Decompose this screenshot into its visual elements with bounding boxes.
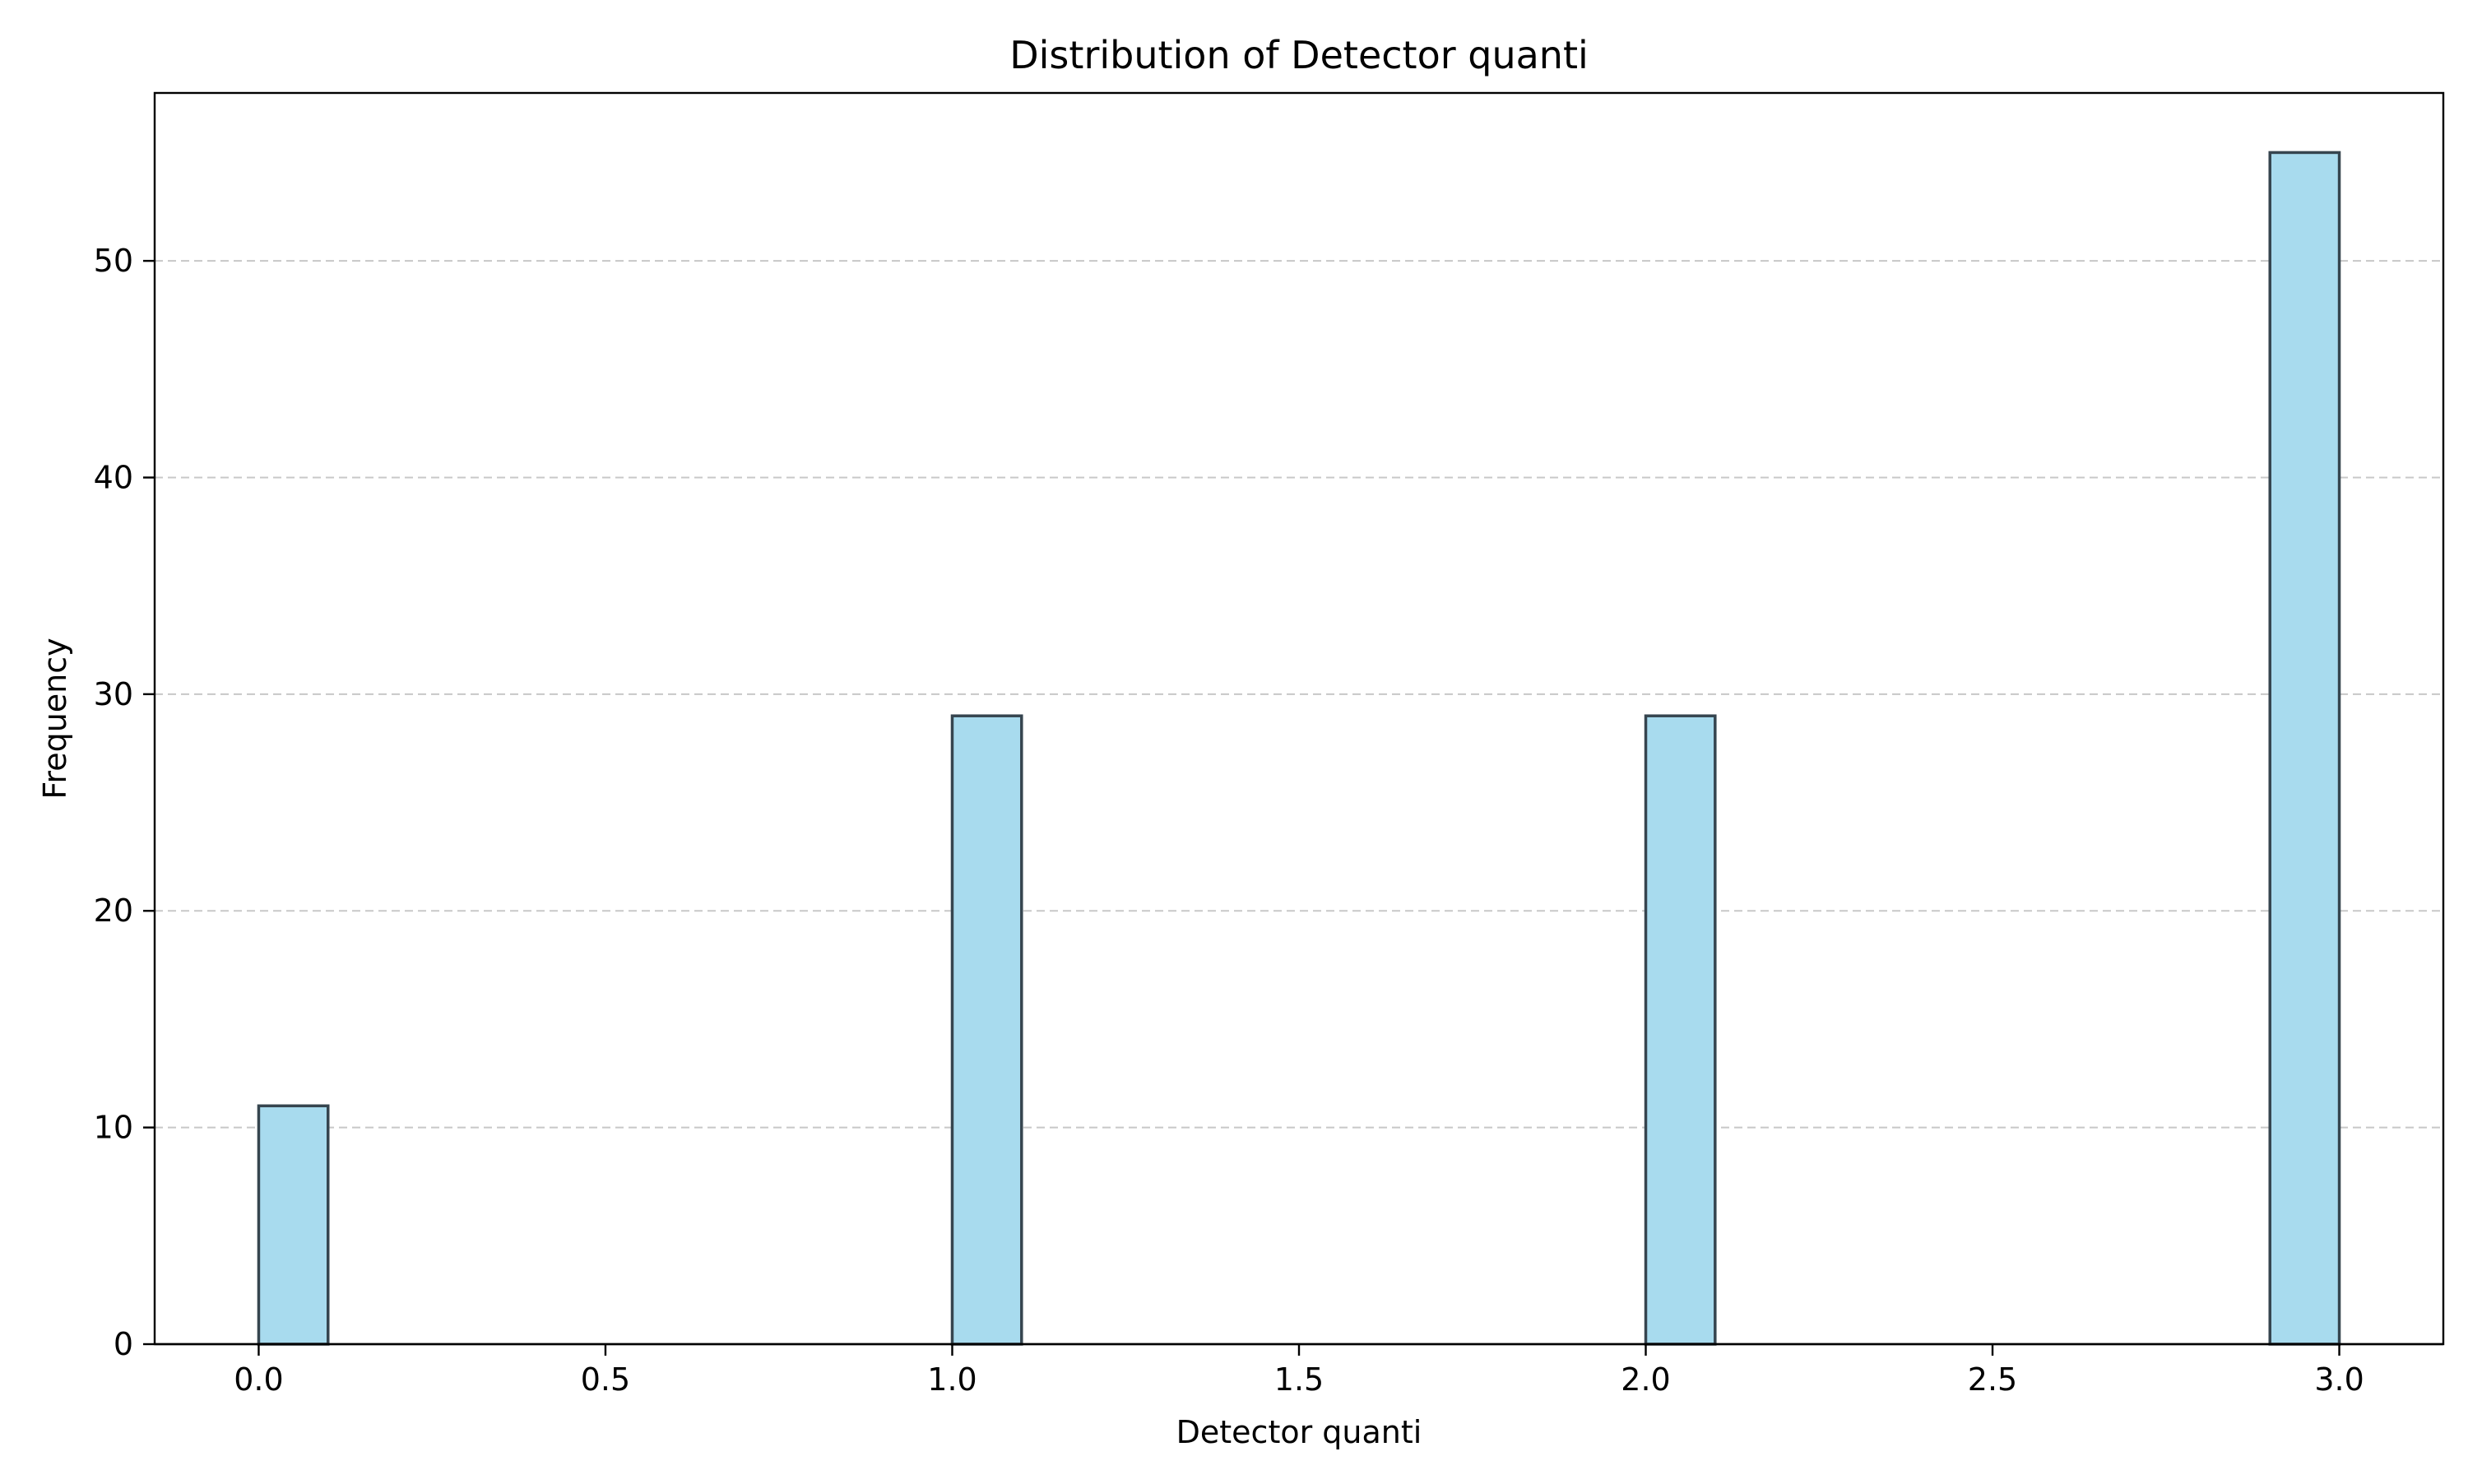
y-tick-layer: 0 10 20 30 40 50 [94,243,155,1362]
y-tick-label: 10 [94,1110,133,1146]
x-tick-label: 1.5 [1274,1361,1324,1398]
x-tick-label: 1.0 [927,1361,977,1398]
x-tick-label: 2.0 [1621,1361,1670,1398]
x-axis-label: Detector quanti [1176,1414,1422,1450]
histogram-bar [257,1104,330,1346]
x-tick-label: 0.0 [234,1361,283,1398]
x-tick-layer: 0.0 0.5 1.0 1.5 2.0 2.5 3.0 [234,1344,2364,1398]
histogram-bar [1644,714,1717,1346]
chart-title: Distribution of Detector quanti [1009,33,1589,77]
grid-layer [155,260,2443,1129]
y-tick-label: 50 [94,243,133,279]
y-tick-label: 0 [114,1326,133,1362]
x-tick-label: 2.5 [1968,1361,2017,1398]
y-axis-label: Frequency [37,638,73,799]
plot-frame [153,91,2445,1346]
y-tick-label: 30 [94,676,133,712]
bar-layer [155,151,2443,1346]
histogram-bar [2268,151,2341,1346]
y-tick-label: 40 [94,459,133,495]
histogram-bar [950,714,1023,1346]
y-tick-label: 20 [94,893,133,929]
x-tick-label: 0.5 [581,1361,630,1398]
x-tick-label: 3.0 [2314,1361,2364,1398]
